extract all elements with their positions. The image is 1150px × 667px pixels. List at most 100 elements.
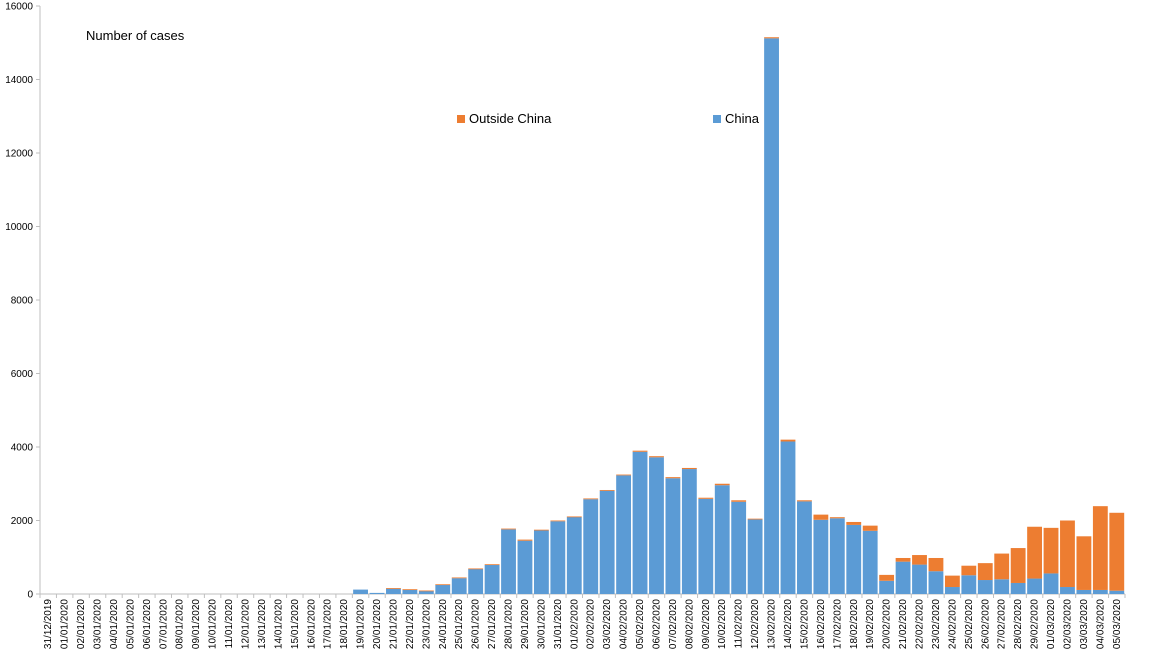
bar-china (533, 530, 549, 594)
x-tick-label: 03/03/2020 (1079, 599, 1090, 649)
bar-china (747, 519, 763, 594)
x-tick-label: 28/01/2020 (504, 599, 515, 649)
bar-outside-china (681, 467, 697, 470)
x-tick-label: 08/02/2020 (684, 599, 695, 649)
bar-china (944, 587, 960, 594)
bar-outside-china (583, 498, 599, 500)
bar-outside-china (813, 514, 829, 520)
bar-outside-china (846, 521, 862, 525)
bar-china (813, 519, 829, 594)
bar-china (1010, 582, 1026, 594)
x-tick-label: 09/02/2020 (701, 599, 712, 649)
bar-china (797, 501, 812, 594)
bar-outside-china (780, 439, 796, 442)
bar-china (1076, 589, 1092, 594)
bar-outside-china (435, 584, 451, 586)
x-tick-label: 31/01/2020 (553, 599, 564, 649)
x-tick-label: 06/02/2020 (651, 599, 662, 649)
bar-outside-china (1043, 527, 1059, 574)
x-tick-label: 02/01/2020 (76, 599, 87, 649)
bar-outside-china (994, 553, 1010, 580)
x-tick-label: 05/02/2020 (635, 599, 646, 649)
x-tick-label: 15/02/2020 (799, 599, 810, 649)
bar-outside-china (632, 450, 648, 452)
bar-outside-china (616, 474, 632, 476)
x-tick-label: 13/02/2020 (767, 599, 778, 649)
x-tick-label: 01/02/2020 (569, 599, 580, 649)
bar-china (566, 516, 582, 594)
x-tick-label: 16/01/2020 (306, 599, 317, 649)
x-tick-label: 26/02/2020 (980, 599, 991, 649)
bar-china (698, 498, 714, 594)
x-tick-label: 19/01/2020 (356, 599, 367, 649)
legend-item-china: China (713, 111, 760, 126)
x-tick-label: 06/01/2020 (142, 599, 153, 649)
bar-outside-china (649, 456, 664, 458)
chart-title: Number of cases (86, 28, 185, 43)
bar-china (780, 441, 796, 594)
bar-china (484, 564, 500, 594)
x-tick-label: 01/01/2020 (60, 599, 71, 649)
x-tick-label: 21/01/2020 (388, 599, 399, 649)
bar-outside-china (714, 483, 730, 486)
bar-outside-china (418, 590, 434, 592)
bar-outside-china (386, 588, 401, 589)
labels-layer: 0 2000 4000 6000 8000 10000 12000 14000 16000 31/… (5, 2, 1123, 650)
x-tick-label: 26/01/2020 (471, 599, 482, 649)
x-tick-label: 01/03/2020 (1046, 599, 1057, 649)
x-tick-label: 17/02/2020 (832, 599, 843, 649)
x-tick-label: 10/02/2020 (717, 599, 728, 649)
bar-outside-china (468, 568, 484, 570)
bar-outside-china (533, 529, 549, 531)
bar-china (517, 540, 533, 594)
legend-swatch (457, 115, 465, 123)
x-tick-label: 14/02/2020 (783, 599, 794, 649)
bar-china (879, 580, 895, 594)
bar-china (681, 469, 697, 594)
bar-outside-china (1060, 520, 1075, 588)
x-tick-label: 18/01/2020 (339, 599, 350, 649)
bar-outside-china (698, 497, 714, 499)
x-tick-label: 09/01/2020 (191, 599, 202, 649)
x-tick-label: 07/01/2020 (158, 599, 169, 649)
x-tick-label: 08/01/2020 (175, 599, 186, 649)
x-tick-label: 13/01/2020 (257, 599, 268, 649)
x-tick-label: 20/01/2020 (372, 599, 383, 649)
bar-outside-china (879, 574, 895, 581)
bar-outside-china (912, 555, 927, 565)
x-tick-label: 11/01/2020 (224, 599, 235, 649)
bar-outside-china (1092, 506, 1108, 590)
y-tick-label: 2000 (11, 516, 34, 527)
bar-outside-china (402, 589, 418, 591)
x-tick-label: 12/02/2020 (750, 599, 761, 649)
y-tick-label: 6000 (11, 369, 34, 380)
bar-outside-china (1027, 526, 1043, 579)
legend-item-outside-china: Outside China (457, 111, 552, 126)
bar-outside-china (451, 577, 467, 579)
bar-china (369, 592, 385, 594)
y-tick-label: 14000 (5, 75, 33, 86)
bar-china (386, 588, 401, 594)
bar-china (501, 529, 516, 594)
x-tick-label: 18/02/2020 (849, 599, 860, 649)
x-tick-label: 15/01/2020 (290, 599, 301, 649)
x-tick-label: 27/02/2020 (997, 599, 1008, 649)
x-tick-label: 31/12/2019 (43, 599, 54, 649)
bar-outside-china (665, 477, 681, 479)
bar-china (353, 589, 368, 594)
bar-china (1092, 589, 1108, 594)
bar-china (616, 475, 632, 594)
x-tick-label: 29/02/2020 (1030, 599, 1041, 649)
bar-china (402, 589, 418, 594)
bar-china (912, 564, 927, 594)
bar-china (994, 579, 1010, 594)
x-tick-label: 24/02/2020 (947, 599, 958, 649)
bar-china (418, 590, 434, 594)
bar-china (435, 584, 451, 594)
x-tick-label: 24/01/2020 (438, 599, 449, 649)
bar-outside-china (895, 557, 911, 562)
bar-outside-china (484, 564, 500, 566)
y-tick-label: 4000 (11, 443, 34, 454)
x-tick-label: 22/01/2020 (405, 599, 416, 649)
bar-china (829, 518, 845, 594)
